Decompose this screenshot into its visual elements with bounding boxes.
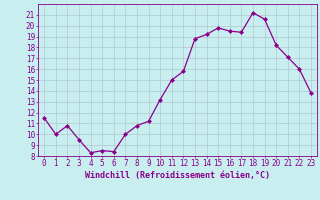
X-axis label: Windchill (Refroidissement éolien,°C): Windchill (Refroidissement éolien,°C) [85,171,270,180]
